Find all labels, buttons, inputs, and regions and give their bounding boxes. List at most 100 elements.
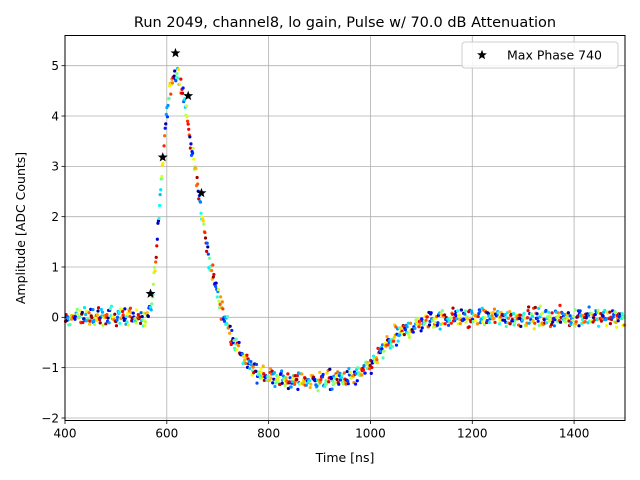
data-point bbox=[197, 197, 201, 201]
data-point bbox=[113, 312, 117, 316]
data-point bbox=[496, 311, 500, 315]
data-point bbox=[175, 72, 179, 76]
legend: Max Phase 740 bbox=[461, 41, 619, 69]
data-point bbox=[159, 188, 163, 192]
data-point bbox=[261, 364, 265, 368]
data-point bbox=[225, 321, 229, 326]
data-point bbox=[108, 307, 112, 311]
data-point bbox=[392, 339, 396, 343]
data-point bbox=[268, 366, 273, 371]
data-point bbox=[234, 337, 238, 341]
data-point bbox=[229, 342, 233, 347]
data-point bbox=[117, 310, 121, 315]
data-point bbox=[269, 376, 273, 380]
data-point bbox=[380, 343, 385, 347]
data-point bbox=[304, 383, 308, 387]
data-point bbox=[205, 249, 209, 253]
data-point bbox=[571, 314, 576, 318]
data-point bbox=[211, 263, 215, 267]
data-point bbox=[270, 369, 274, 373]
data-point bbox=[255, 381, 259, 385]
data-point bbox=[250, 373, 254, 377]
data-point bbox=[603, 308, 607, 313]
data-point bbox=[420, 326, 424, 330]
data-point bbox=[408, 321, 413, 325]
data-point bbox=[98, 318, 102, 322]
data-point bbox=[248, 366, 252, 371]
data-point bbox=[162, 144, 166, 148]
data-point bbox=[160, 174, 164, 179]
y-tick-label: 3 bbox=[51, 160, 59, 174]
max-phase-star bbox=[145, 288, 156, 298]
data-point bbox=[98, 321, 102, 325]
data-point bbox=[165, 115, 170, 119]
data-point bbox=[454, 314, 458, 318]
max-phase-star bbox=[196, 187, 207, 198]
x-axis-label: Time [ns] bbox=[315, 450, 375, 465]
data-point bbox=[375, 361, 380, 365]
data-point bbox=[111, 315, 115, 319]
max-phase-star bbox=[170, 47, 181, 58]
data-point bbox=[205, 241, 209, 245]
data-point bbox=[491, 310, 495, 315]
data-point bbox=[533, 305, 537, 310]
legend-label: Max Phase 740 bbox=[507, 48, 602, 63]
data-point bbox=[283, 383, 287, 387]
data-point bbox=[70, 317, 74, 321]
data-point bbox=[258, 373, 262, 377]
data-point bbox=[173, 69, 177, 73]
data-point bbox=[217, 306, 222, 310]
data-point bbox=[323, 385, 327, 389]
data-point bbox=[620, 312, 624, 316]
data-point bbox=[134, 321, 138, 325]
scatter-points bbox=[63, 66, 626, 393]
data-point bbox=[155, 237, 159, 241]
data-point bbox=[608, 310, 612, 314]
data-point bbox=[80, 310, 84, 315]
data-point bbox=[276, 378, 280, 382]
data-point bbox=[216, 287, 220, 292]
data-point bbox=[481, 320, 485, 324]
data-point bbox=[136, 312, 140, 317]
data-point bbox=[328, 367, 332, 371]
data-point bbox=[418, 322, 422, 326]
data-point bbox=[277, 374, 281, 379]
data-point bbox=[266, 374, 270, 378]
data-point bbox=[128, 314, 132, 319]
data-point bbox=[146, 314, 150, 319]
data-point bbox=[68, 322, 72, 327]
data-point bbox=[254, 369, 258, 373]
data-point bbox=[90, 316, 94, 320]
x-tick-label: 1400 bbox=[559, 427, 590, 441]
data-point bbox=[457, 313, 461, 317]
max-phase-star bbox=[157, 152, 168, 162]
data-point bbox=[99, 307, 103, 312]
data-point bbox=[212, 272, 216, 277]
data-point bbox=[339, 375, 344, 380]
data-point bbox=[296, 387, 300, 392]
data-point bbox=[151, 282, 156, 286]
data-point bbox=[443, 313, 447, 317]
data-point bbox=[548, 314, 552, 318]
max-phase-star bbox=[183, 90, 194, 101]
data-point bbox=[604, 318, 608, 322]
data-point bbox=[513, 321, 517, 325]
data-point bbox=[405, 325, 409, 329]
data-point bbox=[566, 316, 570, 321]
data-point bbox=[318, 370, 322, 374]
data-point bbox=[341, 382, 345, 386]
data-point bbox=[578, 309, 582, 313]
data-point bbox=[504, 324, 508, 329]
data-point bbox=[402, 333, 406, 337]
data-point bbox=[347, 366, 351, 371]
data-point bbox=[215, 295, 219, 299]
data-point bbox=[198, 200, 203, 204]
data-point bbox=[614, 325, 619, 329]
data-point bbox=[143, 320, 148, 324]
data-point bbox=[172, 74, 176, 78]
data-point bbox=[613, 311, 618, 315]
data-point bbox=[188, 146, 192, 150]
data-point bbox=[449, 321, 453, 325]
data-point bbox=[115, 315, 120, 319]
data-point bbox=[76, 312, 80, 316]
